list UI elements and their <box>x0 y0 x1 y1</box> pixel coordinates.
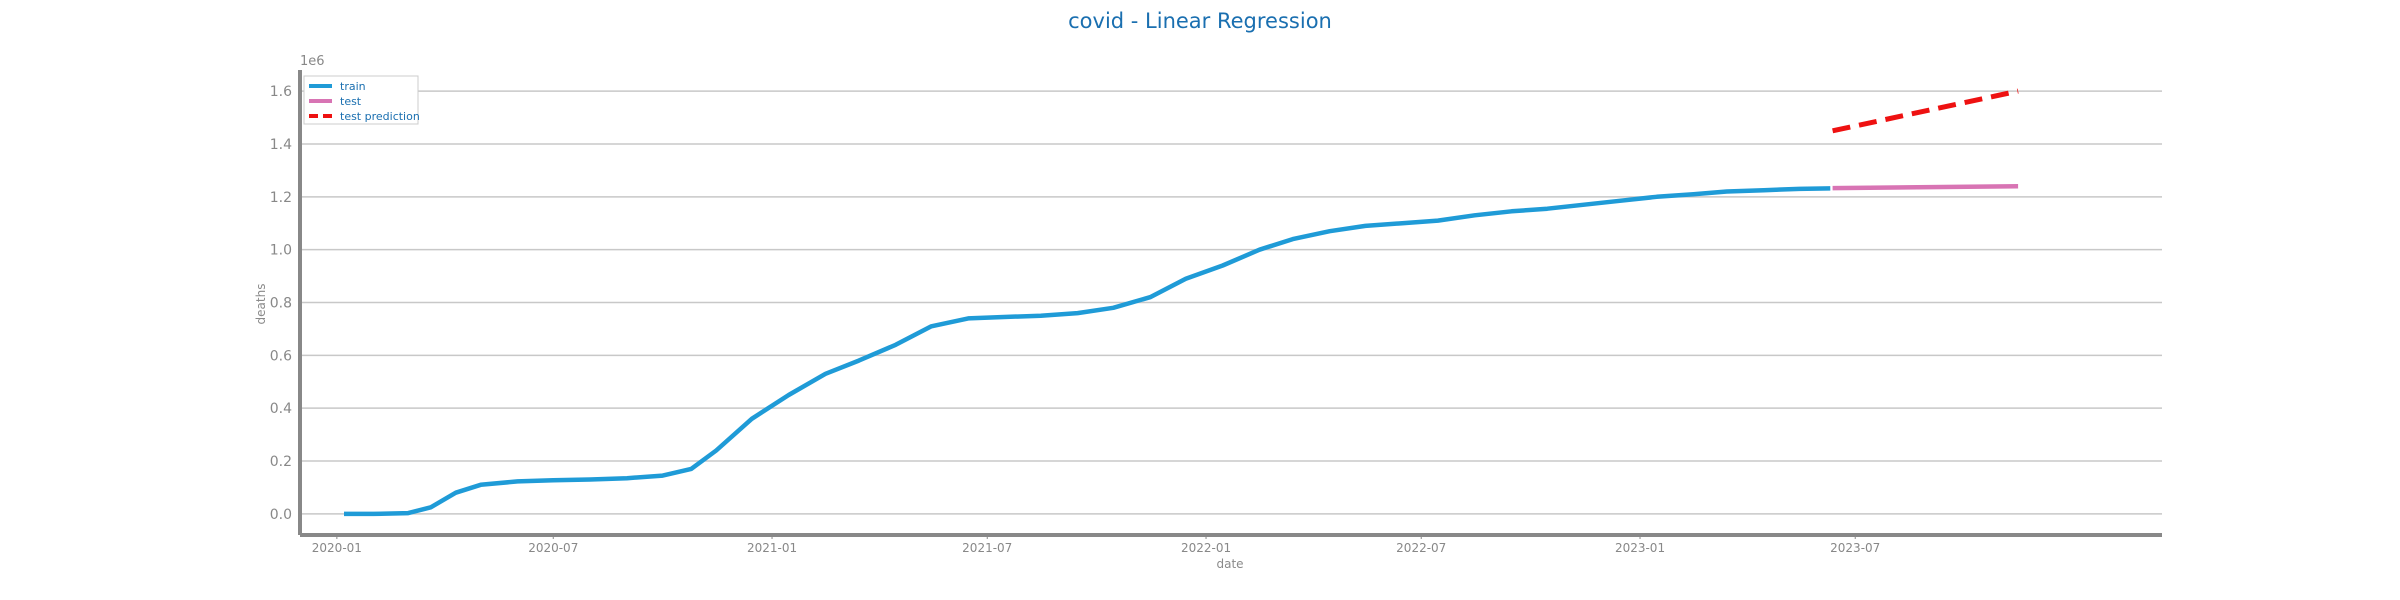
y-tick-label: 0.0 <box>270 507 292 523</box>
axes-layer <box>298 70 2162 539</box>
y-scale-label: 1e6 <box>300 54 325 69</box>
y-tick-label: 1.0 <box>270 243 292 259</box>
x-tick-label: 2022-01 <box>1181 541 1231 555</box>
y-tick-label: 0.8 <box>270 296 292 312</box>
series-line-train <box>344 186 1831 517</box>
x-tick-label: 2020-07 <box>528 541 578 555</box>
x-tick-label: 2023-07 <box>1830 541 1880 555</box>
chart-title: covid - Linear Regression <box>1068 9 1332 33</box>
y-tick-label: 0.4 <box>270 401 292 417</box>
x-tick-label: 2022-07 <box>1396 541 1446 555</box>
x-tick-label: 2021-01 <box>747 541 797 555</box>
series-layer <box>344 88 2019 517</box>
legend-label: test <box>340 95 362 108</box>
ticks-layer: 0.0 0.2 0.4 0.6 0.8 1.0 1.2 1.4 1.6 2020-01 2020-0… <box>270 84 1881 555</box>
y-tick-label: 0.6 <box>270 348 292 364</box>
x-tick-label: 2023-01 <box>1615 541 1665 555</box>
x-tick-label: 2020-01 <box>312 541 362 555</box>
y-tick-label: 0.2 <box>270 454 292 470</box>
x-axis-label: date <box>1216 557 1243 571</box>
grid-layer <box>300 90 2162 515</box>
legend-label: train <box>340 80 366 93</box>
y-tick-label: 1.2 <box>270 190 292 206</box>
legend: train test test prediction <box>303 75 420 125</box>
y-tick-label: 1.4 <box>270 137 292 153</box>
x-tick-label: 2021-07 <box>962 541 1012 555</box>
series-line-test-prediction <box>1832 88 2019 134</box>
y-axis-label: deaths <box>254 284 268 325</box>
y-tick-label: 1.6 <box>270 84 292 100</box>
series-line-test <box>1832 184 2019 191</box>
legend-label: test prediction <box>340 110 420 123</box>
